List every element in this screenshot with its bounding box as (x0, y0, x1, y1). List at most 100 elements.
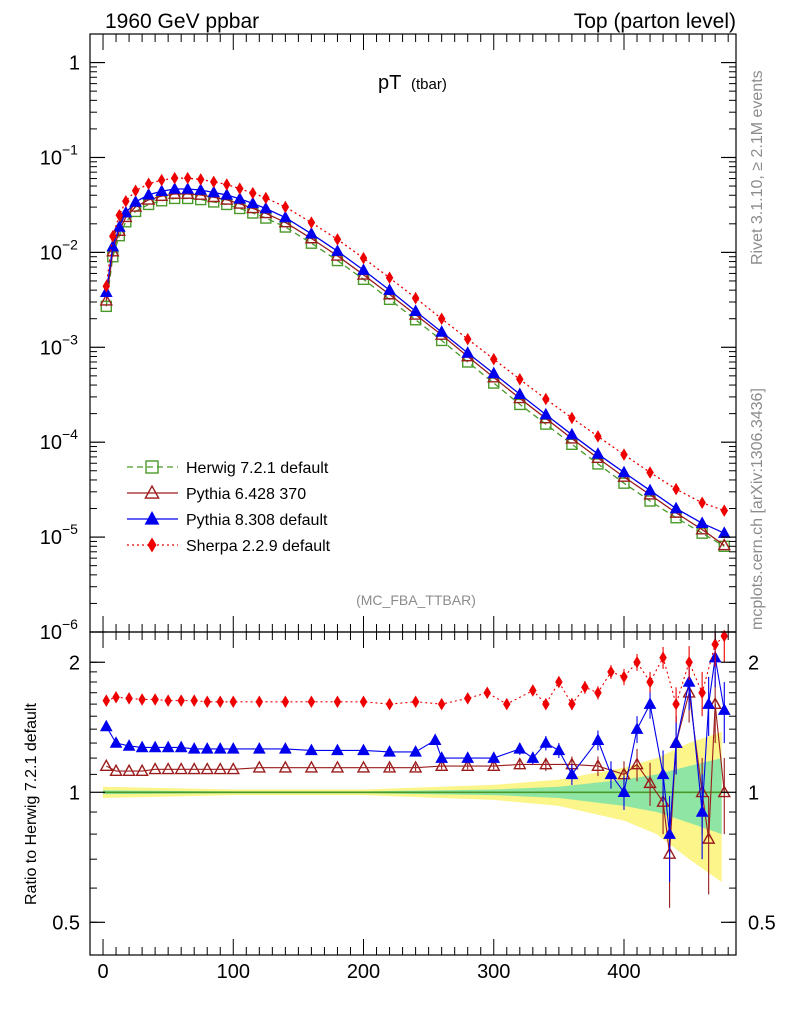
marker-filled-triangle (617, 465, 631, 478)
header-right: Top (parton level) (574, 10, 736, 33)
marker-filled-triangle (279, 742, 292, 754)
marker-diamond (490, 352, 498, 366)
ratio-tick-label-right: 2 (748, 652, 759, 674)
marker-filled-triangle (591, 733, 605, 745)
marker-open-triangle (487, 758, 501, 772)
marker-filled-triangle (513, 387, 527, 399)
marker-filled-triangle (331, 244, 344, 256)
marker-diamond (177, 694, 185, 707)
ratio-line (105, 657, 725, 835)
marker-diamond (216, 695, 224, 709)
marker-diamond (711, 638, 719, 651)
marker-open-triangle (99, 293, 113, 306)
marker-filled-triangle (565, 427, 579, 440)
marker-diamond (112, 690, 120, 704)
marker-square (514, 398, 526, 411)
marker-filled-triangle (695, 516, 709, 528)
marker-open-triangle (252, 760, 266, 773)
marker-filled-triangle (109, 736, 123, 748)
marker-open-triangle (148, 762, 162, 775)
marker-open-triangle (695, 522, 709, 535)
marker-diamond (620, 670, 628, 684)
marker-diamond (607, 665, 615, 679)
marker-filled-triangle (213, 742, 227, 754)
y-tick-label: 10 (40, 337, 62, 359)
marker-diamond (385, 697, 394, 711)
ratio-frame (89, 631, 737, 956)
marker-diamond (437, 697, 446, 711)
marker-open-triangle (356, 760, 371, 773)
marker-filled-triangle (200, 742, 214, 754)
marker-filled-triangle (226, 742, 240, 754)
marker-open-triangle (717, 538, 731, 551)
marker-filled-triangle (663, 827, 676, 839)
marker-diamond (307, 216, 316, 229)
marker-filled-triangle (539, 407, 553, 420)
y-tick-label: 10 (40, 242, 62, 264)
marker-filled-triangle (233, 192, 247, 204)
marker-open-triangle (174, 762, 188, 775)
marker-filled-triangle (129, 195, 142, 207)
marker-diamond (359, 251, 368, 265)
marker-filled-triangle (604, 767, 618, 780)
marker-filled-triangle (148, 740, 162, 753)
legend-entry: Herwig 7.2.1 default (127, 460, 329, 477)
marker-open-triangle (304, 760, 319, 773)
rivet-label-group: Rivet 3.1.10, ≥ 2.1M events (749, 70, 766, 265)
ratio-axes: 0.5 0.5 1 1 2 2 0 100 200 300 400 (52, 631, 776, 983)
marker-diamond (183, 171, 192, 185)
marker-filled-triangle (106, 239, 120, 252)
marker-filled-triangle (513, 742, 527, 754)
legend: Herwig 7.2.1 default Pythia 6.428 370 Pyth… (127, 460, 331, 555)
marker-filled-triangle (591, 447, 605, 459)
marker-diamond (229, 695, 238, 709)
marker-diamond (102, 279, 111, 293)
marker-open-triangle (213, 762, 227, 775)
marker-diamond (196, 173, 205, 186)
main-series (99, 171, 731, 552)
marker-diamond (144, 177, 153, 191)
marker-square (145, 460, 159, 474)
legend-entry: Sherpa 2.2.9 default (127, 537, 331, 555)
marker-filled-triangle (99, 719, 113, 732)
marker-open-triangle (717, 785, 731, 798)
marker-filled-triangle (144, 511, 160, 525)
marker-open-triangle (330, 760, 345, 773)
marker-filled-triangle (669, 736, 683, 748)
marker-square (100, 300, 112, 313)
marker-diamond (122, 194, 130, 208)
series-sherpa-2-2-9-default (102, 171, 729, 517)
marker-diamond (170, 171, 179, 185)
marker-filled-triangle (526, 751, 540, 763)
ratio-tick-label-left: 0.5 (52, 912, 80, 934)
marker-filled-triangle (630, 722, 644, 734)
marker-diamond (685, 656, 693, 669)
marker-filled-triangle (383, 745, 396, 757)
marker-filled-triangle (487, 366, 501, 379)
marker-filled-triangle (246, 196, 260, 209)
marker-diamond (659, 651, 667, 664)
marker-diamond (542, 697, 550, 711)
marker-diamond (437, 312, 446, 325)
marker-filled-triangle (656, 767, 670, 780)
uncertainty-band-yellow (103, 731, 722, 882)
marker-diamond (581, 681, 589, 694)
marker-diamond (646, 466, 654, 479)
marker-filled-triangle (435, 751, 448, 763)
ratio-line (106, 635, 725, 707)
marker-diamond (529, 684, 537, 697)
marker-diamond (463, 692, 472, 705)
marker-diamond (411, 291, 420, 305)
marker-open-triangle (278, 760, 293, 773)
y-tick-exponent: −1 (62, 141, 78, 157)
y-tick-label: 10 (40, 147, 62, 169)
marker-filled-triangle (187, 742, 201, 754)
marker-filled-triangle (717, 526, 731, 538)
marker-diamond (281, 200, 290, 214)
y-tick-exponent: −5 (62, 521, 78, 537)
marker-diamond (411, 695, 420, 709)
rivet-label: Rivet 3.1.10, ≥ 2.1M events (749, 70, 766, 265)
marker-diamond (157, 173, 166, 187)
marker-filled-triangle (357, 263, 370, 275)
legend-label: Pythia 6.428 370 (186, 486, 306, 503)
